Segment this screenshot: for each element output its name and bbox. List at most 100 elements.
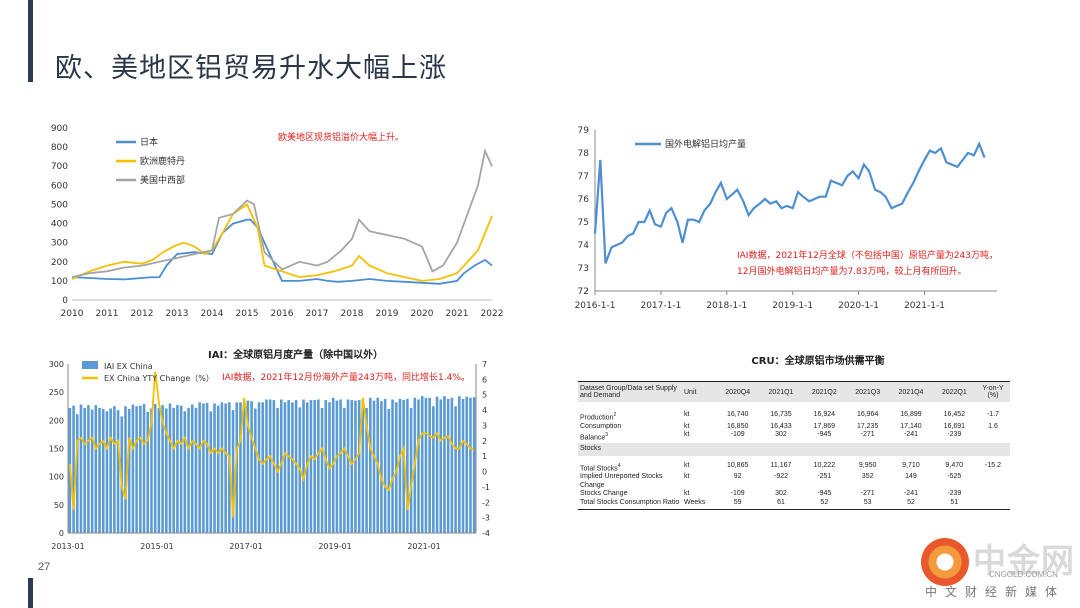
production-y-tick: 77 [578, 172, 589, 182]
iai-chart-title: IAI：全球原铝月度产量（除中国以外） [208, 348, 383, 361]
iai-x-tick: 2021-01 [407, 542, 440, 551]
premium-x-tick: 2021 [446, 309, 469, 319]
iai-bar [142, 404, 146, 533]
iai-bar [439, 399, 443, 533]
page-title: 欧、美地区铝贸易升水大幅上涨 [55, 53, 447, 84]
iai-bar [305, 402, 309, 533]
cru-cell: 9,950 [858, 461, 877, 469]
iai-bar [105, 411, 109, 533]
iai-bar [79, 404, 83, 533]
cru-row: Total Stocks4 kt 10,865 11,167 10,222 9,950 9,… [578, 462, 1010, 474]
iai-bar [272, 400, 276, 533]
cru-row-label: Total Stocks4 [580, 462, 621, 472]
cru-cell: -525 [947, 473, 962, 481]
cru-row-unit: kt [684, 411, 690, 418]
iai-bar [101, 409, 105, 533]
cru-cell: -922 [773, 473, 788, 481]
iai-y2-tick: 0 [482, 468, 487, 477]
cru-cell: 53 [845, 498, 890, 511]
iai-bar [246, 400, 250, 533]
iai-bar [146, 411, 150, 533]
iai-y-tick: 0 [59, 529, 64, 538]
iai-bar [72, 405, 75, 533]
iai-x-tick: 2019-01 [318, 542, 351, 551]
iai-bar [361, 399, 365, 533]
cru-row-unit: Weeks [682, 498, 716, 511]
iai-bar [183, 411, 187, 533]
iai-bar [320, 407, 324, 533]
iai-bar [443, 396, 446, 533]
production-y-tick: 79 [578, 126, 590, 136]
iai-bar [75, 414, 79, 533]
cru-cell: 16,691 [943, 422, 966, 430]
iai-y-tick: 150 [49, 445, 64, 454]
cru-row-unit: kt [684, 473, 690, 481]
cru-cell: 61 [759, 498, 803, 511]
production-y-tick: 74 [578, 241, 590, 251]
iai-bar [231, 410, 235, 533]
cru-cell: 17,869 [813, 422, 836, 430]
iai-y2-tick: 7 [482, 360, 487, 369]
iai-bar [354, 400, 357, 533]
iai-bar [124, 406, 127, 533]
iai-bar [116, 410, 120, 533]
iai-bar [472, 397, 476, 533]
iai-bar [131, 404, 135, 533]
iai-bar [465, 396, 469, 533]
page-number: 27 [38, 561, 51, 573]
premium-y-tick: 600 [51, 181, 68, 191]
logo-subtitle: 中文财经新媒体 [925, 585, 1066, 599]
premium-x-tick: 2019 [376, 309, 399, 319]
iai-bar [216, 405, 220, 533]
premium-series-line [71, 148, 493, 278]
cru-header-period: 2021Q3 [845, 381, 890, 402]
premium-x-tick: 2014 [201, 309, 224, 319]
iai-bar [168, 403, 172, 533]
production-series-line [593, 140, 986, 264]
iai-bar [213, 403, 216, 533]
iai-bar [380, 401, 383, 533]
cru-row: Total Stocks Consumption Ratio Weeks 59 61 5… [578, 498, 1010, 511]
iai-bar [279, 399, 283, 533]
iai-bar [113, 406, 116, 533]
iai-bar [417, 399, 420, 533]
iai-bar [283, 402, 287, 533]
iai-bar [90, 409, 94, 533]
iai-bar [194, 407, 198, 533]
cru-cell: -945 [817, 431, 832, 439]
iai-bar [450, 397, 454, 533]
accent-bar-top [28, 0, 33, 82]
cru-row-unit: kt [684, 490, 690, 498]
iai-bar [190, 404, 194, 533]
production-chart: 72 73 74 75 76 77 78 79 2016-1-1 2017-1-1 2018-1-… [575, 126, 998, 311]
iai-bar [394, 402, 398, 533]
cru-cell: -241 [903, 431, 918, 439]
cru-cell: 16,433 [770, 422, 792, 430]
iai-bar [387, 409, 391, 533]
cru-row-unit: kt [684, 431, 690, 439]
cru-table-title: CRU：全球原铝市场供需平衡 [751, 356, 885, 367]
iai-bar [257, 402, 261, 533]
cru-cell-yoy: 1.6 [988, 422, 998, 430]
iai-bar [294, 400, 298, 533]
iai-y-tick: 250 [49, 388, 64, 397]
cru-cell: 10,865 [726, 461, 749, 469]
cru-cell: 9,710 [902, 461, 920, 469]
premium-y-tick: 100 [51, 277, 68, 287]
cru-cell: -241 [903, 490, 918, 498]
iai-y2-tick: 2 [482, 437, 487, 446]
cru-cell: 9,470 [945, 461, 964, 469]
iai-bar [357, 400, 361, 533]
cru-row-label: Total Stocks Consumption Ratio [578, 498, 682, 511]
cru-row: Production2 kt 16,740 16,735 16,924 16,964 16,… [578, 411, 1010, 423]
cru-cell-yoy: -1.7 [986, 411, 1000, 418]
iai-bar [83, 407, 86, 533]
iai-bar [242, 399, 246, 533]
iai-bar [302, 399, 305, 533]
iai-bar [365, 407, 368, 533]
cru-cell: -239 [947, 490, 962, 498]
production-x-tick: 2017-1-1 [640, 301, 681, 311]
cru-cell: 352 [861, 473, 874, 481]
cru-cell: 16,740 [726, 411, 749, 418]
